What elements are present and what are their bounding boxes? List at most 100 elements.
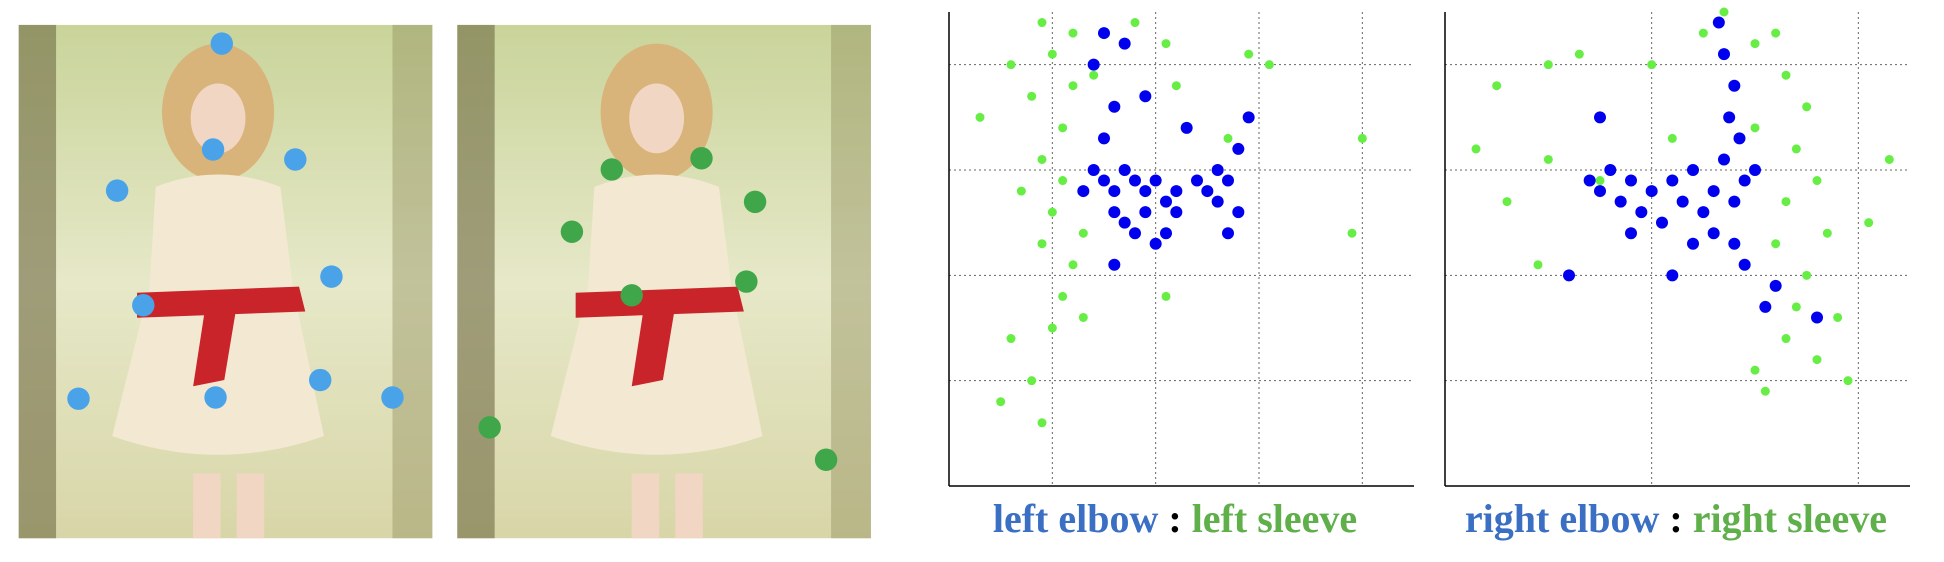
photo-segments — [457, 24, 871, 539]
point — [1738, 258, 1751, 271]
point — [1006, 60, 1016, 70]
point — [1625, 227, 1637, 240]
point — [1108, 206, 1121, 219]
point — [1583, 174, 1596, 187]
point — [1006, 334, 1016, 344]
point — [1047, 323, 1057, 333]
point — [1129, 174, 1141, 187]
point — [1171, 81, 1181, 91]
point — [1078, 312, 1088, 322]
point — [1149, 237, 1162, 250]
point — [1222, 227, 1234, 240]
point — [1170, 206, 1183, 219]
point — [1811, 311, 1823, 324]
point — [1078, 228, 1088, 238]
clothing-markers — [478, 147, 838, 471]
point — [1543, 60, 1553, 70]
point — [1712, 16, 1725, 29]
point — [1884, 154, 1894, 164]
point — [1676, 195, 1689, 208]
point — [1089, 70, 1099, 80]
point — [1563, 269, 1575, 282]
point — [1058, 123, 1068, 133]
point — [1771, 28, 1781, 38]
point — [1864, 218, 1874, 228]
point — [1047, 207, 1057, 217]
point — [1697, 206, 1710, 219]
point — [1160, 195, 1172, 208]
point — [1667, 133, 1677, 143]
point — [1077, 185, 1090, 198]
point — [1139, 206, 1152, 219]
point — [1161, 39, 1171, 49]
point — [1201, 185, 1214, 198]
point — [1843, 376, 1853, 386]
point — [1232, 142, 1245, 155]
point — [1723, 111, 1736, 124]
point — [1791, 302, 1801, 312]
point — [1118, 164, 1131, 176]
point — [1139, 90, 1152, 103]
point — [1129, 227, 1141, 240]
point — [975, 112, 985, 122]
point — [1502, 197, 1512, 207]
point — [1058, 176, 1068, 186]
point — [1718, 153, 1730, 166]
point — [1037, 418, 1047, 428]
plot-label: right elbow : right sleeve — [1465, 496, 1887, 541]
point — [1719, 7, 1729, 17]
point — [1759, 300, 1772, 313]
point — [1037, 239, 1047, 249]
point — [1760, 386, 1770, 396]
point — [1211, 164, 1224, 176]
point — [1594, 111, 1606, 124]
point — [1068, 28, 1078, 38]
point — [1625, 174, 1637, 187]
point — [1595, 176, 1605, 186]
point — [1707, 185, 1720, 198]
point — [1594, 185, 1606, 198]
point — [1781, 334, 1791, 344]
point — [1707, 227, 1720, 240]
plot-label: left elbow : left sleeve — [993, 496, 1357, 541]
point — [1771, 239, 1781, 249]
point — [1750, 39, 1760, 49]
point — [1016, 186, 1026, 196]
point — [1492, 81, 1502, 91]
point — [1264, 60, 1274, 70]
point — [1161, 291, 1171, 301]
point — [1098, 174, 1110, 187]
point — [1614, 195, 1627, 208]
point — [1027, 91, 1037, 101]
point — [1222, 174, 1234, 187]
point — [1656, 216, 1668, 229]
point — [1750, 123, 1760, 133]
point — [1738, 174, 1751, 187]
point — [1191, 174, 1203, 187]
point — [1058, 291, 1068, 301]
point — [1211, 195, 1224, 208]
point — [1791, 144, 1801, 154]
point — [1687, 164, 1699, 176]
point — [1543, 154, 1553, 164]
point — [1357, 133, 1367, 143]
label-separator: : — [1669, 496, 1682, 541]
point — [1833, 312, 1843, 322]
point — [1645, 185, 1658, 198]
point — [1533, 260, 1543, 270]
point — [1781, 197, 1791, 207]
point — [1118, 37, 1131, 50]
label-separator: : — [1168, 496, 1181, 541]
point — [1718, 48, 1730, 61]
point — [1802, 270, 1812, 280]
point — [1130, 18, 1140, 28]
point — [1047, 49, 1057, 59]
point — [1812, 176, 1822, 186]
point — [1170, 185, 1183, 198]
point — [1087, 164, 1100, 176]
point — [1812, 355, 1822, 365]
joint-markers — [67, 32, 404, 410]
photos — [18, 24, 871, 539]
point — [996, 397, 1006, 407]
